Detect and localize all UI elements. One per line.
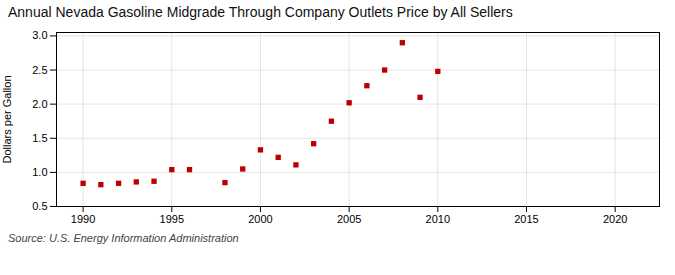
svg-text:2.5: 2.5	[32, 64, 47, 76]
svg-text:1990: 1990	[71, 213, 95, 225]
svg-text:2015: 2015	[514, 213, 538, 225]
html-text:Source: U.S. Energy Informatio: Source: U.S. Energy Information Administ…	[8, 232, 239, 244]
svg-text:3.0: 3.0	[32, 29, 47, 41]
svg-text:2020: 2020	[603, 213, 627, 225]
svg-text:0.5: 0.5	[32, 200, 47, 212]
svg-text:2.0: 2.0	[32, 98, 47, 110]
svg-text:2010: 2010	[426, 213, 450, 225]
html-text:Annual Nevada Gasoline Midgrad: Annual Nevada Gasoline Midgrade Through …	[8, 4, 513, 20]
svg-text:2000: 2000	[248, 213, 272, 225]
svg-text:1995: 1995	[160, 213, 184, 225]
svg-text:1.0: 1.0	[32, 166, 47, 178]
svg-text:2005: 2005	[337, 213, 361, 225]
svg-text:Dollars per Gallon: Dollars per Gallon	[1, 75, 13, 163]
svg-text:1.5: 1.5	[32, 132, 47, 144]
